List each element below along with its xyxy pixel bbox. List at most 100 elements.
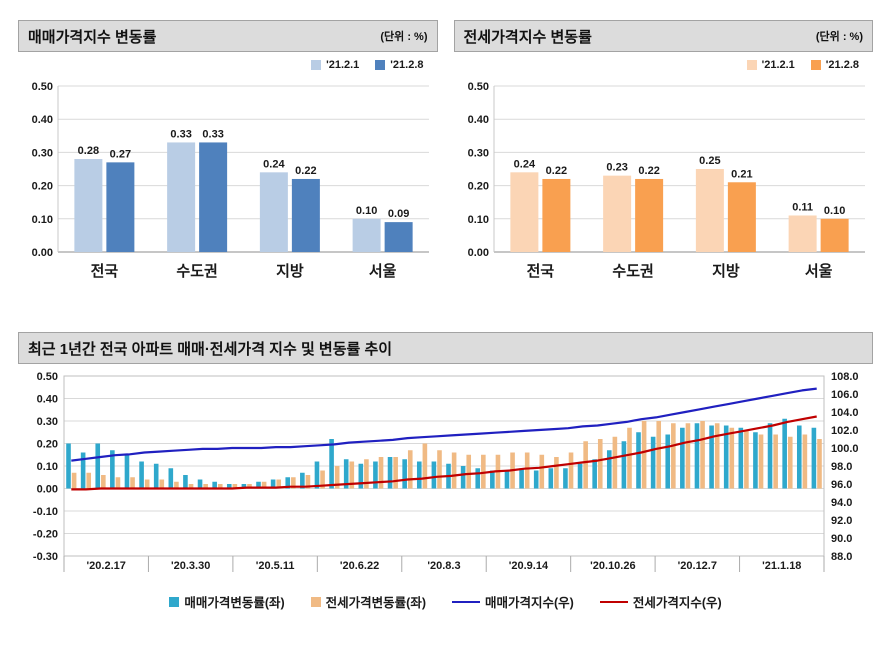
trend-bar-0-2 xyxy=(95,443,101,489)
trend-bar-0-3 xyxy=(110,450,115,489)
bar-'21.2.1-지방 xyxy=(695,169,724,252)
x-axis-label: '20.2.17 xyxy=(87,560,126,572)
trend-bar-0-33 xyxy=(548,468,554,489)
trend-bar-0-37 xyxy=(606,450,612,489)
bar-value-label: 0.33 xyxy=(202,128,223,140)
left-axis-tick-label: -0.20 xyxy=(33,529,58,541)
trend-bar-0-1 xyxy=(80,452,86,489)
trend-bar-0-6 xyxy=(153,463,159,489)
trend-bar-1-7 xyxy=(174,481,179,489)
category-label: 지방 xyxy=(276,262,304,280)
trend-bar-0-31 xyxy=(519,468,524,489)
trend-bar-1-41 xyxy=(671,423,676,489)
trend-bar-0-23 xyxy=(402,459,407,489)
sale-chart-legend: '21.2.1 '21.2.8 xyxy=(18,52,438,72)
left-axis-tick-label: 0.40 xyxy=(37,394,58,406)
trend-bar-0-17 xyxy=(314,461,320,489)
trend-bar-1-9 xyxy=(203,484,208,489)
trend-bar-1-46 xyxy=(744,430,749,489)
bar-'21.2.8-전국 xyxy=(541,178,570,252)
category-label: 수도권 xyxy=(176,262,217,280)
right-axis-tick-label: 98.0 xyxy=(831,461,852,473)
trend-panel-title: 최근 1년간 전국 아파트 매매·전세가격 지수 및 변동률 추이 xyxy=(28,340,393,358)
trend-bar-0-44 xyxy=(709,425,714,489)
right-axis-tick-label: 88.0 xyxy=(831,551,852,563)
right-axis-tick-label: 92.0 xyxy=(831,515,852,527)
bar-'21.2.1-서울 xyxy=(788,215,817,252)
legend-label: 매매가격변동률(좌) xyxy=(184,596,285,610)
trend-bar-0-45 xyxy=(723,425,729,489)
left-axis-tick-label: -0.30 xyxy=(33,551,58,563)
trend-bar-1-22 xyxy=(393,457,398,489)
bar-'21.2.8-전국 xyxy=(106,162,135,252)
trend-bar-0-47 xyxy=(753,432,758,489)
trend-bar-1-20 xyxy=(364,459,369,489)
jeonse-price-panel: 전세가격지수 변동률 (단위 : %) '21.2.1'21.2.8 0.50 0… xyxy=(453,20,873,310)
right-axis-tick-label: 106.0 xyxy=(831,389,859,401)
bar-'21.2.8-수도권 xyxy=(199,142,228,252)
trend-panel: 최근 1년간 전국 아파트 매매·전세가격 지수 및 변동률 추이 0.50 0.… xyxy=(18,332,873,611)
bar-'21.2.1-수도권 xyxy=(602,175,631,252)
sale-bar-chart: 0.50 0.40 0.30 0.20 0.10 0.00 전국 0.28 0.27 수도권 0.3… xyxy=(32,81,429,280)
trend-bar-0-20 xyxy=(358,463,364,489)
trend-bar-1-33 xyxy=(554,457,559,489)
trend-bar-0-12 xyxy=(241,484,247,489)
right-axis-tick-label: 108.0 xyxy=(831,371,859,383)
category-label: 수도권 xyxy=(612,262,653,280)
trend-bar-1-10 xyxy=(217,484,223,489)
category-label: 지방 xyxy=(712,262,740,280)
legend-label: 전세가격변동률(좌) xyxy=(325,596,426,610)
trend-bar-1-40 xyxy=(656,421,662,489)
trend-bar-1-27 xyxy=(466,454,472,489)
legend-item-'21.2.8: '21.2.8 xyxy=(810,59,859,71)
trend-bar-0-21 xyxy=(373,461,378,489)
right-axis-tick-label: 96.0 xyxy=(831,479,852,491)
trend-bar-0-22 xyxy=(387,457,393,489)
trend-bar-0-40 xyxy=(650,436,656,489)
bar-'21.2.8-서울 xyxy=(820,218,849,252)
y-axis-tick-label: 0.20 xyxy=(467,181,488,193)
trend-bar-0-24 xyxy=(416,461,422,489)
legend-line-swatch xyxy=(452,600,480,603)
trend-bar-1-8 xyxy=(188,484,194,489)
bar-value-label: 0.25 xyxy=(699,155,720,167)
legend-item-전세가격지수(우): 전세가격지수(우) xyxy=(599,592,722,611)
bar-value-label: 0.09 xyxy=(388,208,409,220)
left-axis-tick-label: 0.00 xyxy=(37,484,58,496)
trend-bar-0-7 xyxy=(168,468,174,489)
x-axis-label: '20.8.3 xyxy=(427,560,460,572)
trend-bar-1-45 xyxy=(729,427,735,489)
x-axis-label: '20.6.22 xyxy=(340,560,379,572)
trend-bar-0-29 xyxy=(490,470,495,489)
left-axis-tick-label: 0.20 xyxy=(37,439,58,451)
trend-combo-chart: 0.50 0.40 0.30 0.20 0.10 0.00 -0.10 -0.20 -0.30 1… xyxy=(33,371,859,572)
trend-bar-1-42 xyxy=(685,423,691,489)
y-axis-tick-label: 0.20 xyxy=(32,181,53,193)
right-axis-tick-label: 104.0 xyxy=(831,407,859,419)
trend-bar-1-17 xyxy=(320,470,325,489)
trend-bar-1-5 xyxy=(144,479,150,489)
bar-value-label: 0.24 xyxy=(513,158,535,170)
bar-'21.2.8-지방 xyxy=(727,182,756,252)
sale-price-panel: 매매가격지수 변동률 (단위 : %) '21.2.1'21.2.8 0.50 0… xyxy=(18,20,438,310)
trend-bar-0-18 xyxy=(329,439,334,489)
left-axis-tick-label: 0.50 xyxy=(37,371,58,383)
trend-bar-0-0 xyxy=(66,443,71,489)
trend-bar-0-35 xyxy=(577,463,583,489)
y-axis-tick-label: 0.50 xyxy=(467,81,488,93)
trend-bar-0-10 xyxy=(212,481,217,489)
bar-value-label: 0.22 xyxy=(545,165,566,177)
trend-bar-1-18 xyxy=(334,466,340,489)
trend-bar-0-9 xyxy=(197,479,203,489)
trend-bar-0-42 xyxy=(680,427,685,489)
trend-bar-1-35 xyxy=(583,441,588,489)
y-axis-tick-label: 0.50 xyxy=(32,81,53,93)
trend-bar-1-34 xyxy=(568,452,574,489)
legend-label: '21.2.8 xyxy=(390,59,424,71)
trend-bar-0-51 xyxy=(811,427,817,489)
trend-bar-1-12 xyxy=(247,484,252,489)
trend-bar-0-43 xyxy=(694,423,700,489)
category-label: 서울 xyxy=(369,263,397,280)
jeonse-panel-header: 전세가격지수 변동률 (단위 : %) xyxy=(453,20,873,52)
trend-bar-1-2 xyxy=(101,475,106,489)
